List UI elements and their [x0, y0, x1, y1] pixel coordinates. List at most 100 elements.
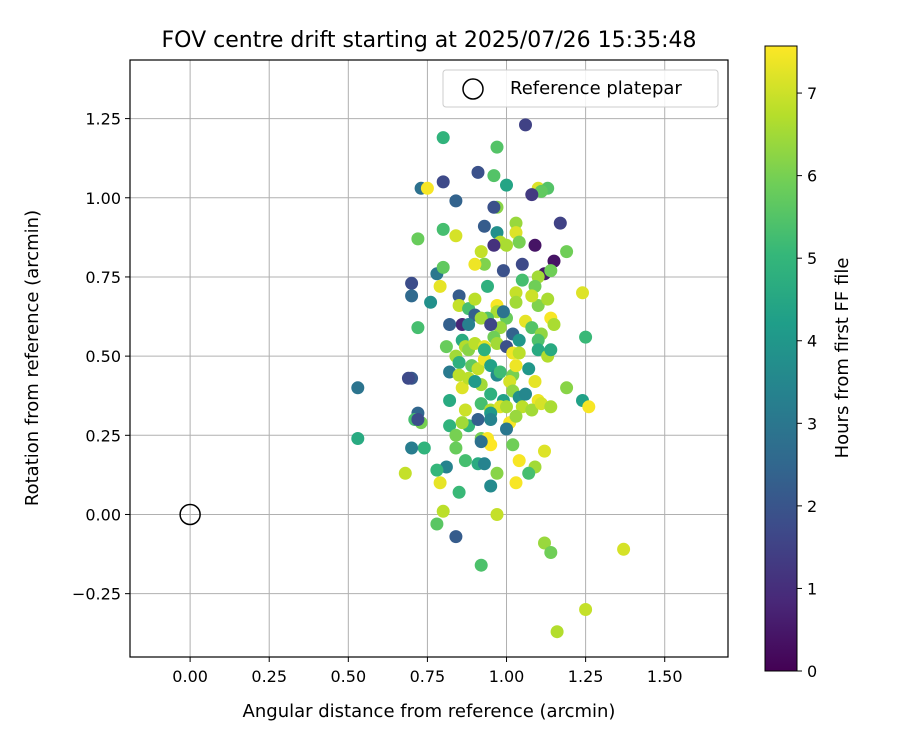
data-point [496, 305, 510, 319]
data-point [544, 264, 558, 278]
data-point [519, 118, 532, 132]
grid [130, 60, 728, 657]
data-point [458, 454, 472, 468]
data-point [500, 178, 513, 192]
colorbar-gradient [764, 45, 798, 672]
data-point [579, 330, 593, 344]
data-point [477, 457, 491, 471]
data-point [417, 441, 431, 455]
data-point [509, 286, 523, 300]
data-point [531, 343, 545, 357]
data-point [509, 409, 523, 423]
data-point [547, 318, 561, 331]
data-point [452, 289, 466, 303]
data-point [509, 216, 523, 230]
legend-marker-icon [462, 78, 484, 100]
data-point [496, 264, 510, 278]
colorbar-tick-label: 7 [807, 84, 817, 103]
data-point [436, 131, 450, 145]
data-point [528, 238, 542, 252]
data-point [500, 238, 513, 252]
data-point [443, 419, 457, 433]
data-point [544, 546, 558, 559]
data-point [519, 387, 532, 401]
data-point [433, 279, 447, 293]
data-point [481, 279, 494, 293]
data-point [512, 235, 526, 249]
y-tick-label: 0.50 [85, 347, 121, 366]
data-point [515, 257, 529, 271]
data-point [500, 400, 513, 414]
data-point [443, 318, 457, 331]
data-point [528, 375, 542, 388]
colorbar-tick-label: 3 [807, 414, 817, 433]
colorbar-tick-label: 6 [807, 167, 817, 186]
data-point [506, 438, 520, 452]
data-point [560, 245, 574, 259]
data-point [468, 292, 482, 306]
x-tick-label: 0.00 [172, 667, 208, 686]
data-point [512, 333, 526, 347]
data-point [411, 413, 425, 426]
data-point [449, 441, 463, 455]
legend-entry-reference-platepar: Reference platepar [510, 78, 682, 99]
data-point [490, 466, 504, 480]
data-point [411, 232, 425, 246]
colorbar: 0 1 2 3 4 5 6 7 Hours from first FF file [764, 45, 853, 681]
y-tick-label: 0.00 [85, 505, 121, 524]
data-point [512, 454, 526, 468]
data-point [439, 340, 453, 354]
data-point [474, 311, 488, 325]
legend: Reference platepar [442, 69, 719, 108]
data-point [484, 318, 498, 331]
data-point [452, 356, 466, 369]
data-point [538, 536, 551, 550]
data-point [484, 359, 498, 373]
data-point [351, 432, 365, 445]
y-axis-ticks: −0.25 0.00 0.25 0.50 0.75 1.00 1.25 [72, 110, 130, 604]
data-point [487, 238, 501, 252]
data-point [433, 476, 447, 490]
colorbar-tick-label: 4 [807, 332, 817, 351]
data-point [576, 286, 589, 300]
x-tick-label: 0.50 [331, 667, 367, 686]
data-point [474, 558, 488, 572]
data-point [449, 530, 463, 544]
data-point [449, 194, 463, 208]
x-tick-label: 1.25 [568, 667, 604, 686]
data-point [398, 466, 412, 480]
data-point [405, 289, 419, 303]
data-point [474, 245, 488, 259]
x-tick-label: 0.75 [410, 667, 446, 686]
colorbar-ticks: 0 1 2 3 4 5 6 7 [797, 84, 817, 681]
data-point [468, 375, 482, 388]
data-point [509, 359, 523, 373]
data-point [484, 387, 498, 401]
x-tick-label: 1.00 [489, 667, 525, 686]
data-point [436, 222, 450, 236]
data-point [525, 289, 539, 303]
data-point [430, 463, 444, 477]
data-point [424, 295, 438, 309]
data-point [474, 397, 488, 411]
data-point [525, 403, 539, 417]
data-point [541, 292, 555, 306]
colorbar-label: Hours from first FF file [832, 258, 853, 459]
data-point [420, 181, 434, 195]
y-tick-label: 0.25 [85, 426, 121, 445]
data-point [455, 416, 469, 430]
reference-platepar-marker [179, 503, 201, 526]
data-point [401, 371, 415, 385]
data-point [509, 295, 523, 309]
data-point [487, 200, 501, 214]
data-point [531, 299, 545, 312]
plot-frame [129, 59, 729, 658]
data-point [484, 413, 498, 426]
data-point [487, 169, 501, 183]
data-point [436, 504, 450, 518]
y-tick-label: −0.25 [72, 585, 121, 604]
colorbar-tick-label: 0 [807, 662, 817, 681]
colorbar-tick-label: 5 [807, 249, 817, 268]
data-point [582, 400, 596, 414]
